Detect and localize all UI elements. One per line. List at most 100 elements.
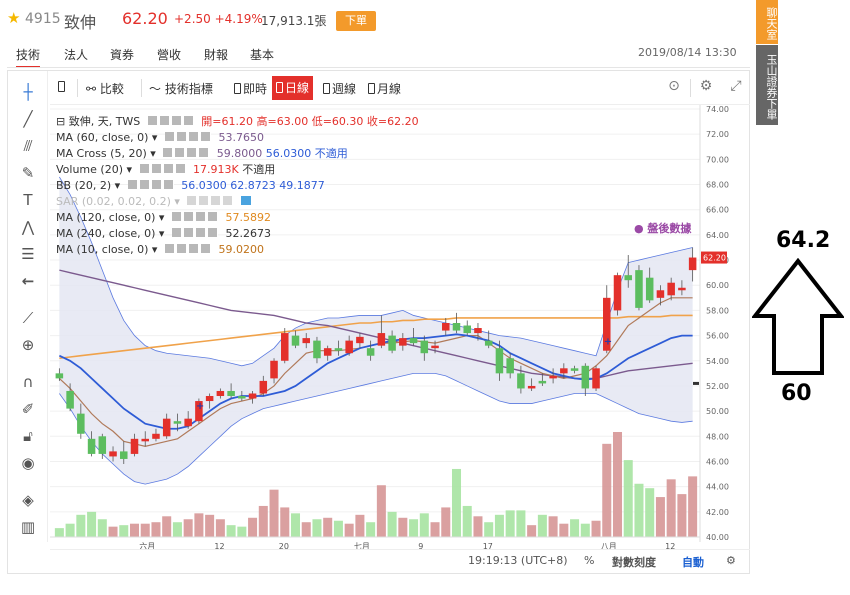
brush-icon[interactable]: ✎ (21, 164, 35, 182)
legend-ma10: MA (10, close, 0) ▾ 59.0200 (56, 242, 264, 257)
tab-institutional[interactable]: 法人 (64, 48, 89, 62)
text-tool-icon[interactable]: T (23, 191, 33, 209)
fullscreen-icon[interactable]: ⤢ (730, 78, 742, 94)
dropdown-icon[interactable]: ▾ (146, 147, 156, 160)
order-button[interactable]: 下單 (336, 11, 376, 31)
legend-controls[interactable] (164, 132, 211, 141)
volume-bar (97, 519, 107, 537)
volume-bar (398, 517, 408, 537)
auto-scale-toggle[interactable]: 自動 (682, 556, 704, 569)
compare-button[interactable]: ⚯ 比較 (86, 80, 124, 97)
star-icon[interactable]: ★ (7, 9, 21, 27)
back-arrow-icon[interactable]: ← (21, 272, 35, 290)
candle-body (77, 413, 85, 434)
x-tick-label: 9 (418, 542, 423, 551)
dropdown-icon[interactable]: ▾ (148, 131, 158, 144)
chat-room-button[interactable]: 聊天室 (756, 0, 778, 44)
y-tick-label: 54.00 (706, 357, 729, 366)
compare-icon: ⚯ (86, 82, 100, 96)
after-hours-label[interactable]: ● 盤後數據 (634, 222, 692, 235)
legend-controls[interactable] (171, 212, 218, 221)
trash-icon[interactable]: ▥ (20, 518, 36, 536)
volume-bar (451, 468, 462, 537)
legend-controls[interactable] (127, 180, 174, 189)
volume-bar (570, 519, 580, 537)
broker-order-button[interactable]: 玉山證券下單 (756, 45, 778, 125)
monthly-label: 月線 (377, 82, 402, 96)
realtime-button[interactable]: 即時 (234, 80, 267, 97)
section-tabs: 技術 法人 資券 營收 財報 基本 2019/08/14 13:30 (0, 40, 750, 68)
legend-controls[interactable] (187, 196, 234, 205)
ruler-icon[interactable]: ⟋ (22, 309, 34, 327)
tab-margin[interactable]: 資券 (110, 48, 135, 62)
legend-controls[interactable] (163, 148, 210, 157)
candle-body (560, 368, 568, 374)
tab-financials[interactable]: 財報 (204, 48, 229, 62)
tab-basic[interactable]: 基本 (250, 48, 275, 62)
weekly-button[interactable]: 週線 (323, 80, 356, 97)
weekly-label: 週線 (332, 82, 357, 96)
fib-icon[interactable]: ☰ (21, 245, 35, 263)
zoom-in-icon[interactable]: ⊕ (21, 336, 35, 354)
dropdown-icon[interactable]: ▾ (148, 243, 158, 256)
trend-line-icon[interactable]: ╱ (23, 110, 33, 128)
hidden-eye-icon[interactable] (240, 196, 251, 205)
volume-bar (87, 511, 97, 537)
percent-toggle[interactable]: % (584, 554, 595, 567)
daily-button[interactable]: 日線 (272, 76, 314, 100)
dropdown-icon[interactable]: ▾ (170, 195, 180, 208)
legend-controls[interactable] (147, 116, 194, 125)
stock-price: 62.20 (122, 9, 168, 28)
stock-header: ★ 4915 致伸 62.20 +2.50 +4.19% 17,913.1張 下… (0, 0, 750, 40)
candle-body (55, 373, 64, 379)
legend-controls[interactable] (171, 228, 218, 237)
lock-drawing-icon[interactable]: ✐ (21, 400, 35, 418)
tab-revenue[interactable]: 營收 (157, 48, 182, 62)
candle-body (356, 336, 364, 344)
gear-icon[interactable]: ⚙ (726, 554, 736, 567)
tab-technical[interactable]: 技術 (16, 46, 41, 68)
pattern-icon[interactable]: ⋀ (21, 218, 35, 236)
volume-bar (290, 513, 301, 537)
magnet-icon[interactable]: ∩ (22, 373, 34, 391)
annotation-bottom-value: 60 (781, 381, 812, 406)
indicators-button[interactable]: 〜 技術指標 (149, 80, 213, 97)
layers-icon[interactable]: ◈ (22, 491, 34, 509)
candle-body (195, 401, 203, 422)
legend-sar-label: SAR (0.02, 0.02, 0.2) (56, 195, 171, 208)
legend-volume-value2: 不適用 (242, 163, 276, 176)
volume-bar (301, 522, 311, 537)
candle-body (399, 338, 407, 346)
log-scale-toggle[interactable]: 對數刻度 (612, 556, 656, 569)
dropdown-icon[interactable]: ▾ (111, 179, 121, 192)
legend-bb: BB (20, 2) ▾ 56.0300 62.8723 49.1877 (56, 178, 325, 193)
candle-type-button[interactable] (58, 80, 67, 94)
candle-body (688, 257, 697, 271)
volume-bar (548, 516, 558, 537)
camera-icon[interactable]: ⊙ (668, 78, 680, 94)
dropdown-icon[interactable]: ▾ (155, 227, 165, 240)
legend-controls[interactable] (164, 244, 211, 253)
dropdown-icon[interactable]: ▾ (123, 163, 133, 176)
legend-controls[interactable] (139, 164, 186, 173)
pitchfork-icon[interactable]: ⫻ (23, 137, 33, 155)
y-tick-label: 46.00 (706, 457, 729, 466)
daily-label: 日線 (285, 81, 310, 95)
monthly-button[interactable]: 月線 (368, 80, 401, 97)
legend-bb-value3: 49.1877 (279, 179, 325, 192)
collapse-icon[interactable]: ⊟ (56, 115, 66, 128)
lock-icon[interactable]: 🔓︎ (23, 427, 33, 445)
eye-icon[interactable]: ◉ (21, 454, 35, 472)
x-tick-label: 八月 (601, 542, 617, 551)
cross-marker: + (604, 337, 612, 348)
volume-bar (344, 523, 354, 537)
dropdown-icon[interactable]: ▾ (155, 211, 165, 224)
volume-bar (248, 517, 258, 537)
chart-area[interactable]: 74.0072.0070.0068.0066.0064.0062.0060.00… (50, 105, 750, 551)
y-tick-label: 48.00 (706, 432, 729, 441)
volume-bar (269, 489, 279, 537)
candle-body (656, 290, 665, 298)
price-chart[interactable]: 74.0072.0070.0068.0066.0064.0062.0060.00… (50, 105, 750, 553)
gear-icon[interactable]: ⚙ (699, 78, 713, 94)
crosshair-icon[interactable]: ┼ (23, 83, 33, 101)
